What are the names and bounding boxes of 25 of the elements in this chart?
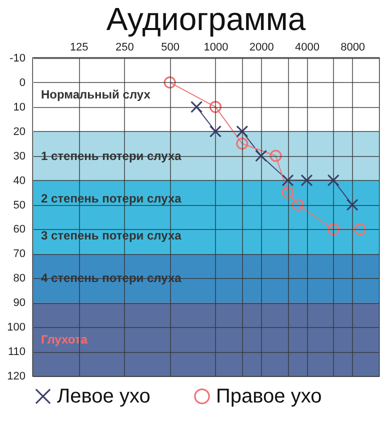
x-tick-label: 2000 [249, 42, 274, 54]
y-tick-label: 90 [13, 297, 26, 310]
y-tick-label: -10 [10, 52, 26, 64]
y-tick-label: 50 [13, 199, 26, 212]
legend-label: Левое ухо [57, 385, 150, 408]
x-tick-label: 500 [161, 42, 180, 54]
y-tick-label: 120 [7, 370, 26, 382]
y-tick-label: 80 [13, 272, 26, 285]
y-tick-label: 0 [19, 76, 26, 89]
y-tick-label: 20 [13, 126, 26, 138]
x-tick-label: 8000 [340, 42, 366, 54]
legend-label: Правое ухо [216, 385, 322, 408]
y-tick-label: 70 [13, 248, 26, 260]
y-tick-label: 110 [8, 346, 26, 358]
y-tick-label: 10 [13, 101, 26, 114]
band-label: Глухота [41, 332, 88, 346]
x-tick-label: 125 [70, 42, 88, 54]
chart-title: Аудиограмма [106, 1, 306, 37]
y-tick-label: 100 [7, 322, 26, 334]
y-tick-label: 40 [13, 174, 26, 187]
x-tick-label: 4000 [294, 42, 320, 54]
y-tick-label: 30 [13, 150, 26, 162]
x-tick-label: 250 [116, 42, 134, 54]
y-tick-label: 60 [13, 224, 26, 236]
x-tick-label: 1000 [204, 42, 228, 54]
